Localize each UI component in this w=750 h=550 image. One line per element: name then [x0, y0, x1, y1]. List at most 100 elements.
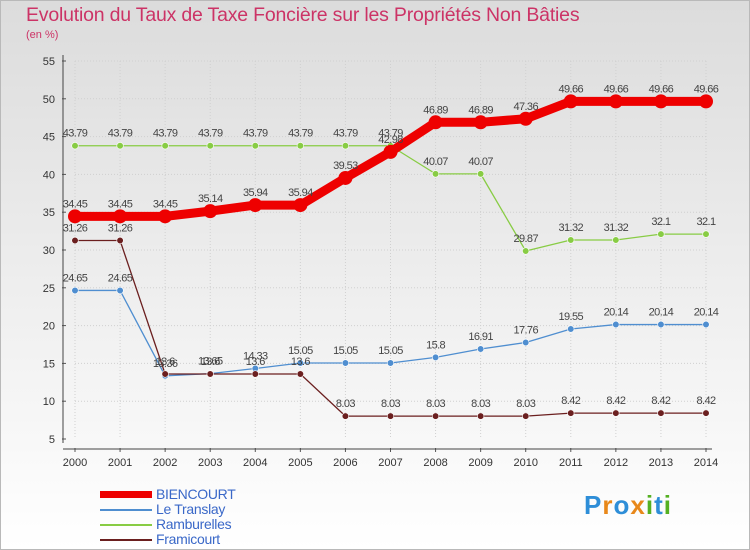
y-tick-label: 50 [43, 94, 55, 106]
data-label-framicourt: 8.42 [561, 395, 580, 407]
data-point-le-translay [477, 345, 485, 353]
data-point-le-translay [296, 359, 304, 367]
x-tick-label: 2008 [423, 457, 447, 469]
data-point-biencourt [518, 111, 533, 126]
data-label-le-translay: 13.36 [153, 358, 178, 370]
data-point-framicourt [431, 412, 440, 420]
data-label-biencourt: 34.45 [108, 198, 133, 210]
data-label-ramburelles: 31.32 [604, 222, 629, 234]
y-tick-label: 45 [43, 132, 55, 144]
data-point-framicourt [341, 412, 350, 420]
x-tick-label: 2012 [604, 457, 628, 469]
x-tick-label: 2010 [513, 457, 537, 469]
y-tick-label: 10 [43, 396, 55, 408]
logo-letter: o [613, 490, 631, 520]
data-label-le-translay: 24.65 [63, 272, 88, 284]
data-label-ramburelles: 32.1 [651, 216, 670, 228]
data-label-framicourt: 8.03 [381, 398, 400, 410]
data-label-ramburelles: 43.79 [63, 128, 88, 140]
data-point-biencourt [428, 115, 443, 130]
data-label-ramburelles: 40.07 [423, 156, 448, 168]
legend-label-framicourt: Framicourt [156, 531, 220, 547]
data-label-framicourt: 8.42 [651, 395, 670, 407]
data-point-le-translay [71, 286, 79, 295]
data-point-framicourt [71, 236, 79, 245]
data-point-biencourt [563, 94, 578, 109]
data-label-biencourt: 49.66 [694, 83, 719, 95]
data-label-biencourt: 35.14 [198, 193, 223, 205]
data-point-ramburelles [657, 230, 665, 238]
data-label-ramburelles: 43.79 [243, 128, 268, 140]
x-tick-label: 2000 [63, 457, 87, 469]
logo-letter: i [645, 490, 655, 520]
data-point-le-translay [567, 325, 575, 333]
logo-letter: P [584, 490, 603, 520]
data-point-le-translay [431, 353, 440, 361]
x-tick-label: 2007 [378, 457, 402, 469]
data-point-framicourt [477, 412, 485, 420]
data-label-biencourt: 46.89 [468, 104, 493, 116]
data-point-ramburelles [431, 170, 440, 178]
data-point-ramburelles [161, 142, 169, 150]
data-point-biencourt [608, 94, 623, 109]
legend-label-biencourt: BIENCOURT [156, 486, 236, 502]
legend-swatch-ramburelles [100, 524, 152, 526]
data-label-biencourt: 42.98 [378, 134, 403, 146]
data-label-le-translay: 17.76 [513, 325, 538, 337]
data-label-framicourt: 8.03 [426, 398, 445, 410]
data-label-le-translay: 16.91 [468, 331, 493, 343]
data-label-biencourt: 49.66 [649, 83, 674, 95]
data-label-framicourt: 8.03 [516, 398, 535, 410]
data-point-le-translay [116, 286, 124, 295]
data-point-ramburelles [477, 170, 485, 178]
logo-letter: r [602, 490, 614, 520]
data-point-le-translay [657, 320, 665, 329]
data-label-ramburelles: 29.87 [513, 233, 538, 245]
data-point-framicourt [702, 409, 710, 417]
proxiti-logo: Proxiti [584, 490, 672, 521]
data-point-ramburelles [251, 142, 259, 150]
data-label-ramburelles: 43.79 [333, 128, 358, 140]
data-label-framicourt: 8.03 [336, 398, 355, 410]
data-label-le-translay: 13.65 [198, 356, 223, 368]
data-point-ramburelles [522, 247, 530, 255]
y-tick-label: 55 [43, 56, 55, 68]
data-point-biencourt [203, 204, 218, 219]
data-point-biencourt [383, 144, 398, 159]
data-label-le-translay: 19.55 [559, 311, 584, 323]
data-label-ramburelles: 31.32 [559, 222, 584, 234]
data-label-biencourt: 39.53 [333, 160, 358, 172]
data-label-ramburelles: 43.79 [198, 128, 223, 140]
data-label-biencourt: 49.66 [559, 83, 584, 95]
chart-title: Evolution du Taux de Taxe Foncière sur l… [26, 4, 580, 26]
logo-letter: x [630, 490, 646, 520]
y-tick-label: 5 [49, 434, 55, 446]
data-point-ramburelles [612, 236, 620, 244]
data-label-framicourt: 8.42 [606, 395, 625, 407]
data-label-le-translay: 15.05 [288, 345, 313, 357]
data-label-biencourt: 35.94 [243, 187, 268, 199]
x-tick-label: 2013 [649, 457, 673, 469]
data-point-framicourt [386, 412, 395, 420]
data-point-biencourt [293, 198, 308, 213]
legend-swatch-framicourt [100, 539, 152, 541]
data-point-ramburelles [206, 142, 214, 150]
logo-letter: i [663, 490, 672, 520]
axes: 5 10 15 20 25 30 35 40 45 50 55 2000 2001 2002 2003 200… [43, 55, 718, 469]
y-tick-label: 40 [43, 169, 55, 181]
data-point-biencourt [248, 198, 263, 213]
data-label-ramburelles: 40.07 [468, 156, 493, 168]
data-point-framicourt [206, 370, 214, 378]
data-point-framicourt [116, 236, 124, 245]
legend-swatch-biencourt [100, 491, 152, 498]
data-label-le-translay: 20.14 [694, 307, 719, 319]
legend-swatch-le-translay [100, 509, 152, 511]
data-label-ramburelles: 43.79 [108, 128, 133, 140]
data-point-framicourt [657, 409, 665, 417]
x-tick-label: 2011 [559, 457, 583, 469]
data-label-biencourt: 34.45 [153, 198, 178, 210]
data-label-biencourt: 46.89 [423, 104, 448, 116]
x-tick-label: 2009 [468, 457, 492, 469]
data-point-framicourt [522, 412, 530, 420]
